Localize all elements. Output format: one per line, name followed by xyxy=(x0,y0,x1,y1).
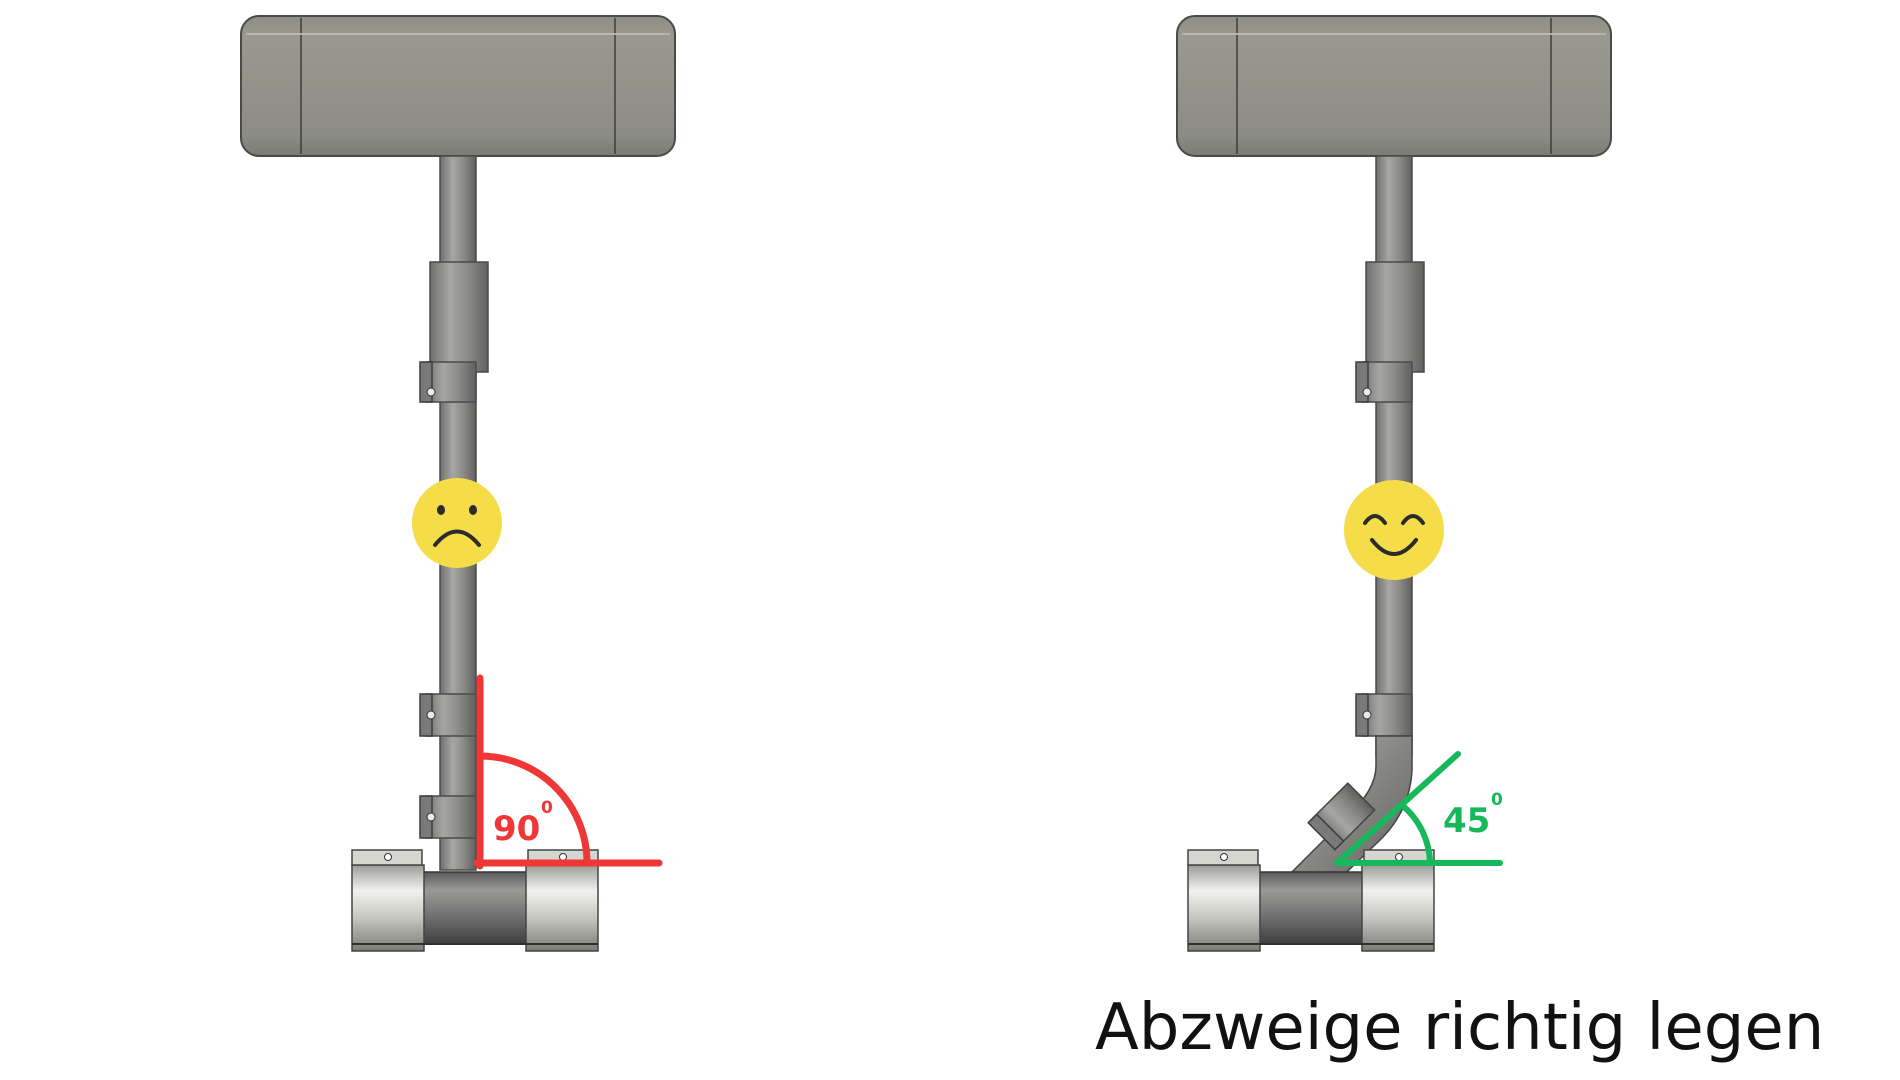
angle-label-45: 45 xyxy=(1443,801,1490,841)
caption: Abzweige richtig legen xyxy=(1095,991,1825,1065)
sad-face-icon xyxy=(412,478,502,568)
right-angle-marker xyxy=(473,674,663,870)
housing-box xyxy=(240,15,676,157)
pipe-clamp xyxy=(419,693,477,737)
wrong-branch-assembly xyxy=(240,15,676,952)
pipe-coupling xyxy=(1365,261,1425,373)
pipe-clamp xyxy=(419,795,477,839)
housing-box xyxy=(1176,15,1612,157)
main-pipe xyxy=(351,849,599,952)
degree-symbol-45: 0 xyxy=(1491,790,1503,810)
forty-five-angle-marker xyxy=(1334,751,1503,866)
pipe-coupling xyxy=(429,261,489,373)
smiling-face-icon xyxy=(1344,480,1444,580)
pipe-clamp xyxy=(1355,693,1413,737)
correct-branch-assembly xyxy=(1176,15,1612,952)
degree-symbol-90: 0 xyxy=(541,798,553,818)
angle-label-90: 90 xyxy=(493,809,540,849)
pipe-bend-45 xyxy=(1290,735,1413,889)
vertical-pipe xyxy=(1375,155,1413,757)
main-pipe xyxy=(1187,849,1435,952)
